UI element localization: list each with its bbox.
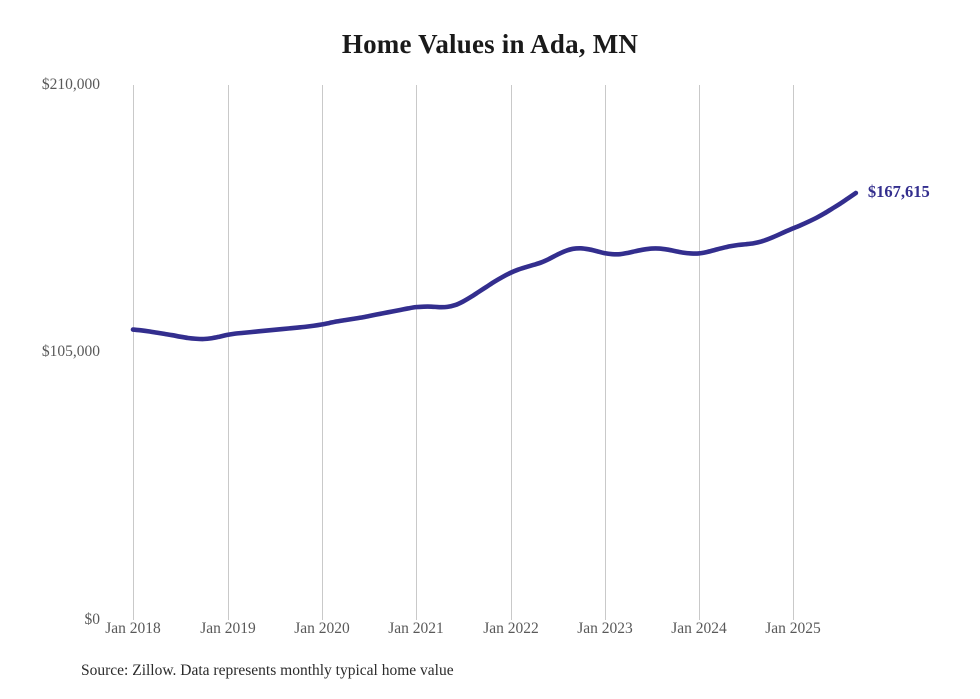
x-tick-label: Jan 2025 (765, 620, 821, 637)
y-tick-label: $105,000 (41, 343, 100, 360)
x-tick-label: Jan 2020 (294, 620, 350, 637)
x-tick-label: Jan 2024 (671, 620, 727, 637)
y-tick-label: $210,000 (41, 76, 100, 93)
x-tick-label: Jan 2022 (483, 620, 539, 637)
x-tick-label: Jan 2018 (105, 620, 161, 637)
end-value-annotation: $167,615 (867, 181, 930, 201)
home-value-line-series (130, 190, 859, 342)
x-tick-label: Jan 2023 (577, 620, 633, 637)
x-tick-label: Jan 2021 (388, 620, 444, 637)
x-tick-label: Jan 2019 (200, 620, 256, 637)
page-title: Home Values in Ada, MN (341, 29, 639, 59)
y-axis: $210,000 $105,000 $0 (0, 0, 100, 699)
gridlines (133, 85, 794, 620)
source-note: Source: Zillow. Data represents monthly … (81, 662, 454, 679)
y-tick-label: $0 (84, 611, 101, 628)
